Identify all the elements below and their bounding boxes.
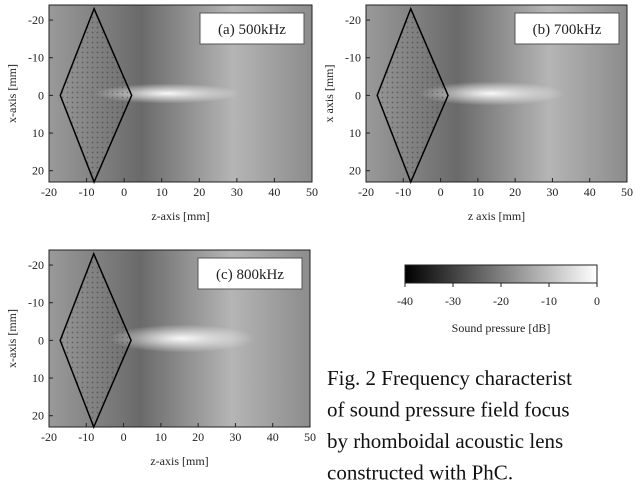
plot-frame	[48, 4, 313, 183]
title-box	[199, 12, 305, 45]
x-tick-label: -10	[79, 185, 95, 199]
panel-title: (a) 500kHz	[218, 22, 286, 38]
x-tick-label: 30	[546, 185, 558, 199]
y-tick-label: -20	[345, 13, 361, 27]
x-tick-label: 20	[192, 430, 204, 444]
focus-beam	[418, 81, 565, 106]
colorbar-tick-label: -10	[541, 294, 557, 308]
title-box	[514, 12, 620, 45]
x-tick-label: 40	[267, 430, 279, 444]
x-tick-label: 0	[438, 185, 444, 199]
x-tick-label: 50	[621, 185, 633, 199]
colorbar-tick-label: -20	[493, 294, 509, 308]
y-axis-label: x-axis [mm]	[5, 309, 19, 368]
y-tick-label: 10	[349, 126, 361, 140]
panel-title: (b) 700kHz	[533, 22, 602, 38]
title-box	[197, 257, 303, 290]
lens-outline	[376, 6, 449, 184]
y-tick-label: -10	[28, 296, 44, 310]
caption-line: of sound pressure field focus	[327, 398, 570, 422]
y-axis-label: x-axis [mm]	[5, 64, 19, 123]
x-tick-label: -10	[78, 430, 94, 444]
y-tick-label: 20	[32, 409, 44, 423]
panel-title: (c) 800kHz	[216, 267, 284, 283]
caption-line: constructed with PhC.	[327, 461, 513, 485]
x-tick-label: 0	[121, 430, 127, 444]
x-axis-label: z axis [mm]	[468, 209, 525, 223]
plot-frame	[48, 249, 311, 428]
y-tick-label: 20	[349, 164, 361, 178]
x-tick-label: 20	[193, 185, 205, 199]
y-tick-label: -20	[28, 13, 44, 27]
x-tick-label: -20	[358, 185, 374, 199]
y-tick-label: 0	[38, 88, 44, 102]
y-tick-label: -10	[345, 51, 361, 65]
plot-frame	[365, 4, 628, 183]
colorbar-tick-label: -40	[397, 294, 413, 308]
caption-line: Fig. 2 Frequency characterist	[327, 366, 572, 390]
y-tick-label: -20	[28, 258, 44, 272]
x-tick-label: 50	[304, 430, 316, 444]
x-tick-label: -10	[395, 185, 411, 199]
y-axis-label: x axis [mm]	[322, 65, 336, 123]
x-tick-label: 10	[155, 430, 167, 444]
y-tick-label: 0	[38, 333, 44, 347]
lens-outline	[59, 251, 132, 429]
caption-line: by rhomboidal acoustic lens	[327, 429, 563, 453]
x-tick-label: 10	[472, 185, 484, 199]
x-axis-label: z-axis [mm]	[151, 209, 209, 223]
x-tick-label: 10	[156, 185, 168, 199]
y-tick-label: 10	[32, 371, 44, 385]
y-tick-label: -10	[28, 51, 44, 65]
x-tick-label: -20	[41, 185, 57, 199]
focus-beam	[109, 324, 256, 353]
colorbar-tick-label: -30	[445, 294, 461, 308]
x-tick-label: 40	[584, 185, 596, 199]
colorbar	[404, 264, 598, 284]
colorbar-tick-label: 0	[594, 294, 600, 308]
x-tick-label: 0	[121, 185, 127, 199]
y-tick-label: 20	[32, 164, 44, 178]
y-tick-label: 10	[32, 126, 44, 140]
x-tick-label: 30	[229, 430, 241, 444]
x-tick-label: 40	[268, 185, 280, 199]
lens-outline	[59, 6, 133, 184]
x-axis-label: z-axis [mm]	[150, 454, 208, 468]
x-tick-label: 20	[509, 185, 521, 199]
x-tick-label: 30	[231, 185, 243, 199]
y-tick-label: 0	[355, 88, 361, 102]
x-tick-label: 50	[306, 185, 318, 199]
colorbar-label: Sound pressure [dB]	[452, 321, 551, 335]
x-tick-label: -20	[41, 430, 57, 444]
